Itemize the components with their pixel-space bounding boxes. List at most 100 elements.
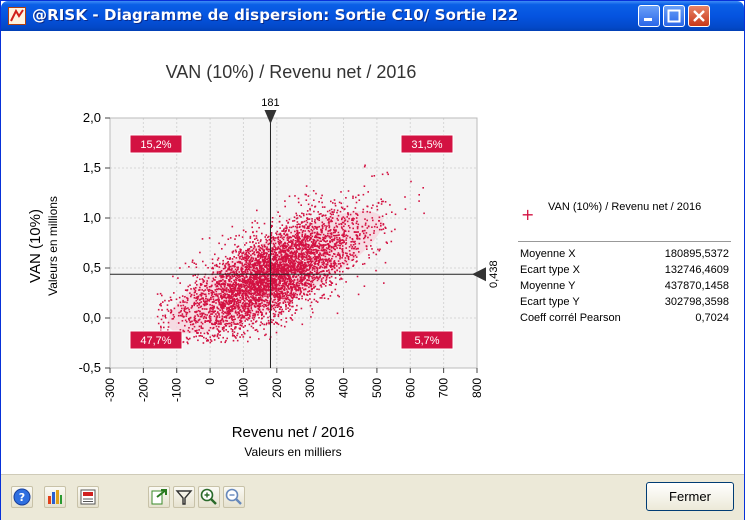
histogram-button[interactable] — [44, 486, 66, 508]
scatter-point — [265, 299, 268, 302]
scatter-point — [285, 253, 287, 256]
scatter-point — [233, 303, 236, 305]
scatter-point — [226, 311, 228, 313]
scatter-point — [290, 289, 293, 291]
scatter-point — [270, 253, 273, 255]
scatter-point — [259, 249, 261, 252]
scatter-point — [301, 323, 304, 326]
scatter-point — [195, 335, 197, 338]
scatter-point — [344, 235, 346, 237]
scatter-point — [274, 274, 277, 276]
scatter-point — [257, 304, 260, 307]
scatter-point — [268, 262, 271, 264]
scatter-point — [286, 257, 288, 260]
scatter-point — [229, 306, 231, 308]
scatter-point — [298, 245, 300, 248]
scatter-point — [292, 276, 294, 279]
scatter-point — [296, 304, 298, 307]
scatter-point — [318, 267, 320, 269]
scatter-point — [244, 305, 247, 307]
scatter-point — [204, 289, 207, 291]
scatter-point — [242, 256, 244, 259]
scatter-point — [273, 258, 276, 260]
scatter-point — [352, 210, 355, 213]
crosshair-x-handle-icon[interactable] — [264, 110, 277, 124]
scatter-point — [272, 281, 274, 283]
scatter-point — [280, 324, 283, 327]
scatter-point — [160, 304, 162, 307]
scatter-point — [303, 236, 305, 239]
scatter-point — [261, 304, 264, 307]
scatter-point — [276, 237, 279, 239]
scatter-point — [282, 251, 285, 253]
scatter-point — [303, 245, 305, 248]
zoom-out-button[interactable] — [223, 486, 245, 508]
maximize-button[interactable] — [663, 5, 685, 27]
scatter-point — [310, 316, 312, 318]
scatter-point — [228, 303, 230, 306]
scatter-point — [341, 227, 343, 230]
scatter-point — [308, 248, 311, 251]
scatter-point — [230, 285, 233, 288]
scatter-point — [267, 302, 270, 304]
scatter-point — [313, 265, 315, 267]
export-button[interactable] — [148, 486, 170, 508]
scatter-point — [287, 254, 289, 256]
y-axis-sublabel: Valeurs en millions — [46, 196, 60, 296]
scatter-point — [341, 262, 344, 264]
scatter-point — [225, 277, 228, 279]
scatter-point — [195, 296, 198, 299]
stat-row: Moyenne X 180895,5372 — [520, 246, 729, 262]
scatter-point — [224, 305, 227, 307]
scatter-point — [233, 270, 235, 273]
scatter-point — [218, 314, 220, 316]
scatter-point — [383, 282, 385, 284]
scatter-point — [325, 265, 328, 268]
scatter-point — [304, 277, 306, 279]
scatter-point — [287, 261, 290, 264]
scatter-point — [316, 226, 319, 228]
scatter-point — [281, 290, 283, 293]
scatter-point — [337, 252, 340, 254]
help-button[interactable]: ? — [11, 486, 33, 508]
scatter-point — [278, 267, 280, 270]
scatter-point — [257, 276, 259, 279]
scatter-point — [378, 228, 381, 231]
scatter-point — [206, 287, 208, 289]
zoom-in-button[interactable] — [198, 486, 220, 508]
scatter-point — [384, 261, 387, 264]
scatter-point — [261, 279, 264, 281]
scatter-point — [216, 334, 219, 336]
scatter-point — [245, 274, 248, 276]
title-bar[interactable]: @RISK - Diagramme de dispersion: Sortie … — [1, 1, 744, 31]
scatter-point — [234, 249, 237, 252]
window-close-button[interactable] — [688, 5, 710, 27]
scatter-point — [225, 270, 228, 272]
scatter-point — [261, 313, 264, 316]
chart-area: VAN (10%) / Revenu net / 2016 -300 -200 -1… — [5, 31, 740, 472]
scatter-point — [257, 287, 259, 289]
close-dialog-button[interactable]: Fermer — [646, 482, 734, 511]
scatter-point — [279, 263, 281, 266]
scatter-point — [209, 316, 212, 318]
scatter-point — [198, 318, 201, 321]
filter-button[interactable] — [173, 486, 195, 508]
crosshair-y-handle-icon[interactable] — [472, 267, 486, 282]
scatter-point — [230, 288, 233, 290]
scatter-point — [283, 281, 286, 283]
scatter-point — [272, 275, 275, 277]
scatter-point — [224, 294, 227, 296]
report-button[interactable] — [77, 486, 99, 508]
scatter-point — [357, 247, 359, 250]
minimize-button[interactable] — [638, 5, 660, 27]
scatter-point — [216, 288, 218, 290]
scatter-point — [227, 261, 229, 263]
scatter-point — [257, 251, 260, 253]
scatter-point — [338, 254, 341, 257]
y-axis-label: VAN (10%) — [27, 209, 44, 283]
scatter-point — [330, 281, 332, 283]
scatter-point — [378, 249, 381, 252]
scatter-point — [278, 252, 280, 254]
scatter-point — [229, 291, 231, 293]
